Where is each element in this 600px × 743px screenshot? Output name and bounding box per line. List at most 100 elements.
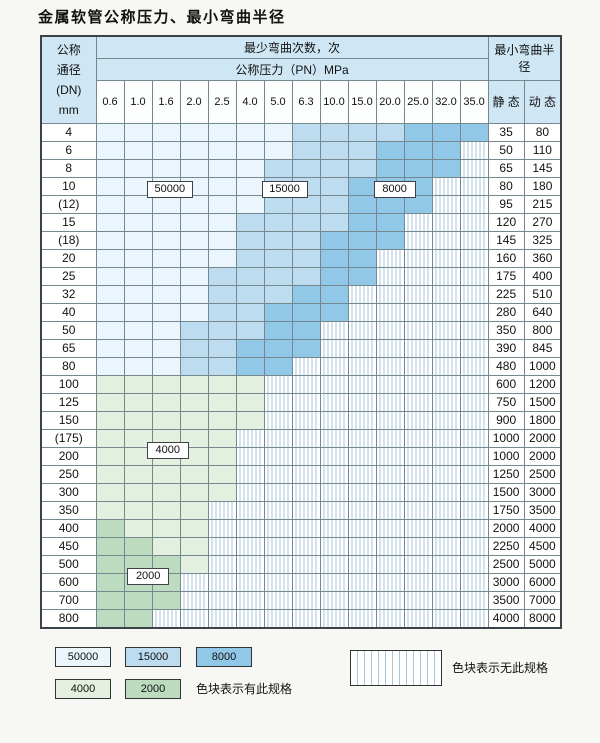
dynamic-cell: 4000 xyxy=(523,518,562,538)
spec-cell-50000 xyxy=(123,338,153,358)
spec-cell-4000 xyxy=(95,374,125,394)
spec-cell-none xyxy=(403,212,433,232)
spec-cell-8000 xyxy=(235,356,265,376)
spec-cell-none xyxy=(403,302,433,322)
spec-cell-2000 xyxy=(95,554,125,574)
spec-cell-none xyxy=(291,446,321,466)
dn-header-line: mm xyxy=(58,102,79,117)
spec-cell-15000 xyxy=(235,266,265,286)
dn-cell: 40 xyxy=(40,302,97,322)
spec-cell-50000 xyxy=(151,320,181,340)
spec-cell-15000 xyxy=(207,302,237,322)
spec-cell-none xyxy=(403,608,433,628)
dn-cell: 20 xyxy=(40,248,97,268)
spec-cell-none xyxy=(459,212,489,232)
spec-cell-none xyxy=(291,392,321,412)
spec-cell-none xyxy=(179,608,209,628)
dn-cell: 50 xyxy=(40,320,97,340)
dn-cell: 6 xyxy=(40,140,97,160)
spec-cell-50000 xyxy=(95,176,125,196)
spec-cell-8000 xyxy=(403,122,433,142)
spec-cell-none xyxy=(375,266,405,286)
spec-cell-none xyxy=(431,230,461,250)
dynamic-cell: 2500 xyxy=(523,464,562,484)
spec-cell-50000 xyxy=(123,248,153,268)
zone-label: 8000 xyxy=(373,181,416,199)
spec-cell-4000 xyxy=(151,536,181,556)
dn-cell: 500 xyxy=(40,554,97,574)
table-row: 32 225 510 xyxy=(40,284,562,304)
spec-cell-4000 xyxy=(207,392,237,412)
spec-cell-50000 xyxy=(123,122,153,142)
static-header: 静 态 xyxy=(487,79,525,124)
spec-cell-50000 xyxy=(95,302,125,322)
spec-cell-2000 xyxy=(95,572,125,592)
spec-cell-none xyxy=(459,464,489,484)
table-row: 25 175 400 xyxy=(40,266,562,286)
spec-cell-none xyxy=(347,446,377,466)
spec-cell-none xyxy=(375,392,405,412)
spec-cell-50000 xyxy=(207,248,237,268)
zone-label: 4000 xyxy=(146,441,189,459)
spec-cell-none xyxy=(459,410,489,430)
table-row: 8 65 145 xyxy=(40,158,562,178)
spec-cell-8000 xyxy=(235,338,265,358)
page-title: 金属软管公称压力、最小弯曲半径 xyxy=(38,9,286,26)
dn-header-line: (DN) xyxy=(56,82,82,97)
spec-cell-8000 xyxy=(319,266,349,286)
dn-cell: 450 xyxy=(40,536,97,556)
spec-cell-none xyxy=(431,500,461,520)
spec-cell-50000 xyxy=(151,284,181,304)
spec-cell-none xyxy=(263,572,293,592)
spec-cell-none xyxy=(459,446,489,466)
spec-cell-none xyxy=(403,230,433,250)
static-cell: 390 xyxy=(487,338,525,358)
spec-cell-none xyxy=(207,572,237,592)
spec-cell-none xyxy=(403,536,433,556)
spec-cell-none xyxy=(347,554,377,574)
spec-cell-none xyxy=(263,410,293,430)
spec-cell-none xyxy=(403,338,433,358)
spec-cell-15000 xyxy=(319,122,349,142)
static-cell: 2250 xyxy=(487,536,525,556)
spec-cell-none xyxy=(431,410,461,430)
spec-cell-2000 xyxy=(123,608,153,628)
dn-cell: 25 xyxy=(40,266,97,286)
legend-has-note: 色块表示有此规格 xyxy=(196,682,293,696)
spec-cell-8000 xyxy=(403,194,433,214)
static-cell: 480 xyxy=(487,356,525,376)
dynamic-cell: 1800 xyxy=(523,410,562,430)
spec-cell-4000 xyxy=(95,482,125,502)
spec-cell-none xyxy=(431,446,461,466)
spec-cell-4000 xyxy=(123,482,153,502)
spec-cell-15000 xyxy=(319,140,349,160)
table-row: 450 2250 4500 xyxy=(40,536,562,556)
table-row: 6 50 110 xyxy=(40,140,562,160)
dynamic-cell: 110 xyxy=(523,140,562,160)
pressure-col-header: 1.0 xyxy=(123,79,153,124)
spec-cell-50000 xyxy=(235,194,265,214)
spec-cell-8000 xyxy=(291,320,321,340)
dn-cell: (12) xyxy=(40,194,97,214)
spec-cell-none xyxy=(207,536,237,556)
spec-cell-none xyxy=(291,536,321,556)
spec-cell-none xyxy=(459,392,489,412)
spec-cell-15000 xyxy=(319,158,349,178)
spec-cell-8000 xyxy=(319,248,349,268)
spec-cell-none xyxy=(459,590,489,610)
spec-cell-none xyxy=(263,464,293,484)
spec-cell-50000 xyxy=(95,140,125,160)
dn-cell: 700 xyxy=(40,590,97,610)
spec-cell-none xyxy=(403,266,433,286)
spec-cell-50000 xyxy=(179,302,209,322)
spec-cell-50000 xyxy=(179,194,209,214)
spec-cell-none xyxy=(263,554,293,574)
spec-cell-50000 xyxy=(263,140,293,160)
pressure-col-header: 2.0 xyxy=(179,79,209,124)
spec-cell-15000 xyxy=(291,230,321,250)
spec-cell-none xyxy=(403,428,433,448)
spec-cell-none xyxy=(459,302,489,322)
spec-cell-50000 xyxy=(95,194,125,214)
spec-cell-none xyxy=(291,410,321,430)
dynamic-cell: 3000 xyxy=(523,482,562,502)
